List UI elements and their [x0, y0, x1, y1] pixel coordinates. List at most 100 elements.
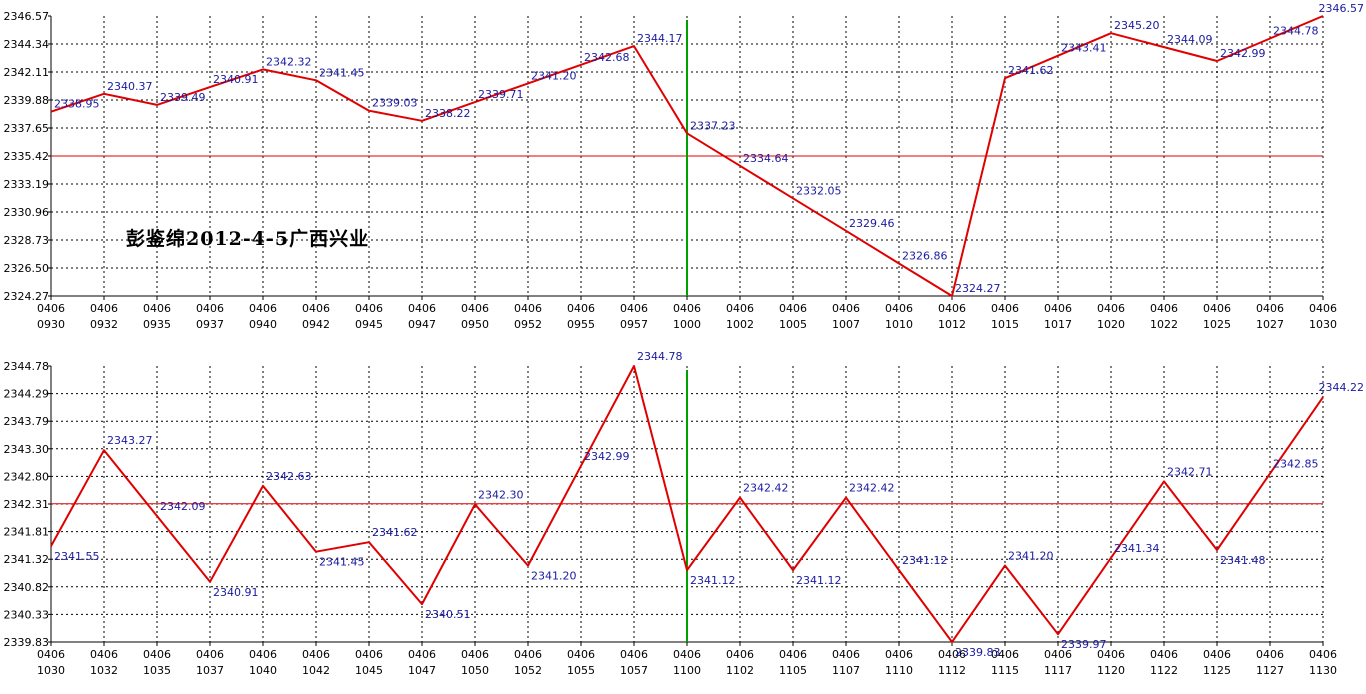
data-label: 2341.55 [54, 550, 100, 563]
data-label: 2344.78 [637, 350, 683, 363]
x-tick-label-time: 0932 [90, 318, 118, 331]
data-label: 2341.12 [690, 574, 736, 587]
chart-panel-1: 2346.57 2344.34 2342.11 2339.88 2337.65 2335.… [4, 2, 1365, 331]
x-tick-label-time: 1125 [1203, 664, 1231, 677]
y-tick-label: 2335.42 [4, 150, 50, 163]
x-tick-label-date: 0406 [885, 648, 913, 661]
data-label: 2341.62 [372, 526, 418, 539]
x-tick-label-date: 0406 [1044, 302, 1072, 315]
x-tick-label-time: 1102 [726, 664, 754, 677]
x-tick-label-date: 0406 [1309, 648, 1337, 661]
data-label: 2346.57 [1319, 2, 1365, 15]
x-tick-label-time: 1012 [938, 318, 966, 331]
x-tick-label-date: 0406 [1150, 302, 1178, 315]
x-tick-label-date: 0406 [302, 648, 330, 661]
x-tick-label-date: 0406 [37, 302, 65, 315]
data-label: 2341.20 [531, 69, 577, 82]
x-tick-label-time: 1037 [196, 664, 224, 677]
price-series-line [50, 15, 1324, 297]
x-tick-label-time: 0952 [514, 318, 542, 331]
data-label: 2342.42 [743, 482, 789, 495]
x-tick-label-time: 1045 [355, 664, 383, 677]
data-label: 2341.45 [319, 66, 365, 79]
x-tick-label-date: 0406 [90, 302, 118, 315]
data-label: 2343.27 [107, 434, 153, 447]
x-tick-label-time: 1030 [1309, 318, 1337, 331]
data-label: 2340.91 [213, 586, 259, 599]
y-tick-label: 2328.73 [4, 234, 50, 247]
x-tick-label-time: 1112 [938, 664, 966, 677]
x-tick-label-time: 1100 [673, 664, 701, 677]
x-tick-label-date: 0406 [249, 302, 277, 315]
data-label: 2342.09 [160, 500, 206, 513]
data-label: 2341.20 [531, 570, 577, 583]
x-tick-label-date: 0406 [196, 302, 224, 315]
x-tick-label-date: 0406 [1256, 302, 1284, 315]
data-label: 2342.32 [266, 55, 312, 68]
x-tick-label-date: 0406 [196, 648, 224, 661]
data-label: 2340.51 [425, 608, 471, 621]
y-tick-label: 2342.80 [4, 470, 50, 483]
x-tick-label-date: 0406 [355, 302, 383, 315]
x-tick-label-time: 0937 [196, 318, 224, 331]
x-tick-label-time: 1000 [673, 318, 701, 331]
x-tick-label-date: 0406 [620, 302, 648, 315]
data-label: 2326.86 [902, 249, 948, 262]
x-tick-label-time: 0957 [620, 318, 648, 331]
x-tick-label-date: 0406 [1203, 648, 1231, 661]
data-label: 2340.91 [213, 73, 259, 86]
x-tick-label-date: 0406 [143, 302, 171, 315]
x-tick-label-time: 1032 [90, 664, 118, 677]
data-label: 2344.09 [1167, 33, 1213, 46]
y-tick-label: 2343.79 [4, 415, 50, 428]
x-tick-label-time: 0942 [302, 318, 330, 331]
y-tick-label: 2343.30 [4, 443, 50, 456]
x-tick-label-time: 0935 [143, 318, 171, 331]
x-tick-label-time: 1057 [620, 664, 648, 677]
x-tick-label-date: 0406 [1150, 648, 1178, 661]
data-label: 2340.37 [107, 80, 153, 93]
x-tick-label-time: 0955 [567, 318, 595, 331]
data-label: 2341.12 [902, 554, 948, 567]
y-tick-label: 2339.83 [4, 636, 50, 649]
x-tick-label-time: 1010 [885, 318, 913, 331]
x-tick-label-date: 0406 [461, 302, 489, 315]
y-tick-label: 2341.81 [4, 526, 50, 539]
x-tick-label-date: 0406 [1256, 648, 1284, 661]
data-label: 2342.85 [1273, 458, 1319, 471]
x-tick-label-time: 1005 [779, 318, 807, 331]
data-label: 2341.48 [1220, 554, 1266, 567]
x-tick-label-date: 0406 [620, 648, 648, 661]
data-label: 2324.27 [955, 282, 1001, 295]
x-tick-label-date: 0406 [514, 302, 542, 315]
x-tick-label-date: 0406 [1309, 302, 1337, 315]
y-tick-label: 2324.27 [4, 290, 50, 303]
data-label: 2338.95 [54, 98, 100, 111]
x-tick-label-time: 1002 [726, 318, 754, 331]
x-tick-label-date: 0406 [461, 648, 489, 661]
data-label: 2339.49 [160, 91, 206, 104]
data-label: 2342.99 [584, 450, 630, 463]
y-tick-label: 2340.33 [4, 608, 50, 621]
data-label: 2344.17 [637, 32, 683, 45]
x-tick-label-date: 0406 [567, 648, 595, 661]
chart-panel-2: 2344.78 2344.29 2343.79 2343.30 2342.80 2342.… [4, 350, 1365, 677]
x-tick-label-date: 0406 [143, 648, 171, 661]
x-tick-label-time: 1020 [1097, 318, 1125, 331]
x-tick-label-time: 1030 [37, 664, 65, 677]
x-tick-label-date: 0406 [779, 648, 807, 661]
data-label: 2344.78 [1273, 24, 1319, 37]
data-label: 2342.42 [849, 482, 895, 495]
x-tick-label-time: 1035 [143, 664, 171, 677]
x-tick-label-date: 0406 [408, 302, 436, 315]
y-tick-label: 2346.57 [4, 10, 50, 23]
x-tick-label-time: 0945 [355, 318, 383, 331]
x-tick-label-date: 0406 [673, 302, 701, 315]
x-tick-label-date: 0406 [779, 302, 807, 315]
x-tick-label-date: 0406 [885, 302, 913, 315]
data-label: 2345.20 [1114, 19, 1160, 32]
x-tick-label-time: 1027 [1256, 318, 1284, 331]
y-tick-label: 2337.65 [4, 122, 50, 135]
x-tick-label-date: 0406 [37, 648, 65, 661]
